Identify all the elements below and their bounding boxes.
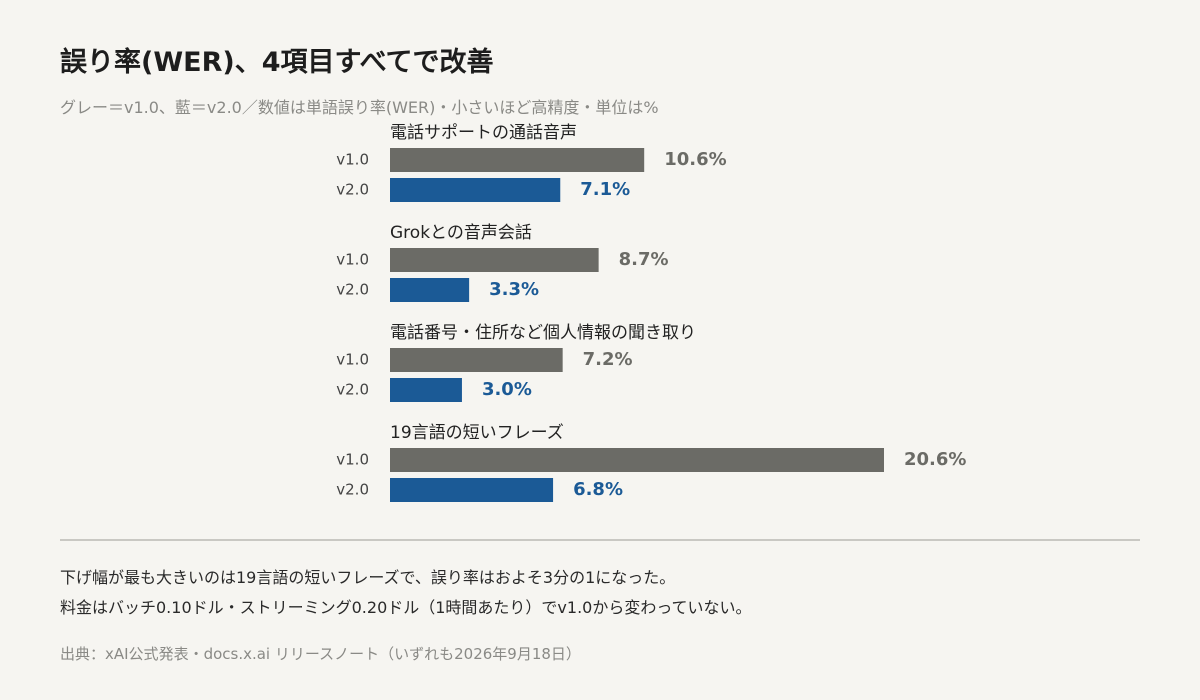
- series-label: v2.0: [336, 381, 369, 399]
- bar-v1: [390, 448, 884, 472]
- category-label: 電話サポートの通話音声: [390, 123, 577, 143]
- category-label: 19言語の短いフレーズ: [390, 423, 564, 443]
- chart-subtitle: グレー＝v1.0、藍＝v2.0／数値は単語誤り率(WER)・小さいほど高精度・単…: [60, 98, 659, 117]
- series-label: v1.0: [336, 451, 369, 469]
- bar-v2: [390, 378, 462, 402]
- value-label: 3.0%: [482, 379, 532, 400]
- series-label: v1.0: [336, 151, 369, 169]
- value-label: 20.6%: [904, 449, 966, 470]
- divider: [60, 539, 1140, 541]
- value-label: 6.8%: [573, 479, 623, 500]
- value-label: 7.1%: [580, 179, 630, 200]
- value-label: 10.6%: [664, 149, 726, 170]
- series-label: v2.0: [336, 181, 369, 199]
- note-line-1: 下げ幅が最も大きいのは19言語の短いフレーズで、誤り率はおよそ3分の1になった。: [60, 568, 676, 587]
- series-label: v2.0: [336, 481, 369, 499]
- series-label: v1.0: [336, 251, 369, 269]
- value-label: 7.2%: [583, 349, 633, 370]
- note-line-2: 料金はバッチ0.10ドル・ストリーミング0.20ドル（1時間あたり）でv1.0か…: [60, 598, 752, 617]
- value-label: 3.3%: [489, 279, 539, 300]
- bar-v2: [390, 278, 470, 302]
- bar-v1: [390, 148, 645, 172]
- bar-v1: [390, 348, 563, 372]
- value-label: 8.7%: [619, 249, 669, 270]
- bar-v1: [390, 248, 599, 272]
- bar-v2: [390, 178, 561, 202]
- chart-title: 誤り率(WER)、4項目すべてで改善: [60, 47, 494, 78]
- series-label: v1.0: [336, 351, 369, 369]
- bar-chart: 電話サポートの通話音声 v1.0 10.6% v2.0 7.1% Grokとの音声会話 v1…: [336, 123, 966, 502]
- source-text: 出典：xAI公式発表・docs.x.ai リリースノート（いずれも2026年9月…: [60, 645, 581, 663]
- series-label: v2.0: [336, 281, 369, 299]
- category-label: 電話番号・住所など個人情報の聞き取り: [390, 323, 696, 343]
- bar-v2: [390, 478, 554, 502]
- category-label: Grokとの音声会話: [390, 223, 532, 243]
